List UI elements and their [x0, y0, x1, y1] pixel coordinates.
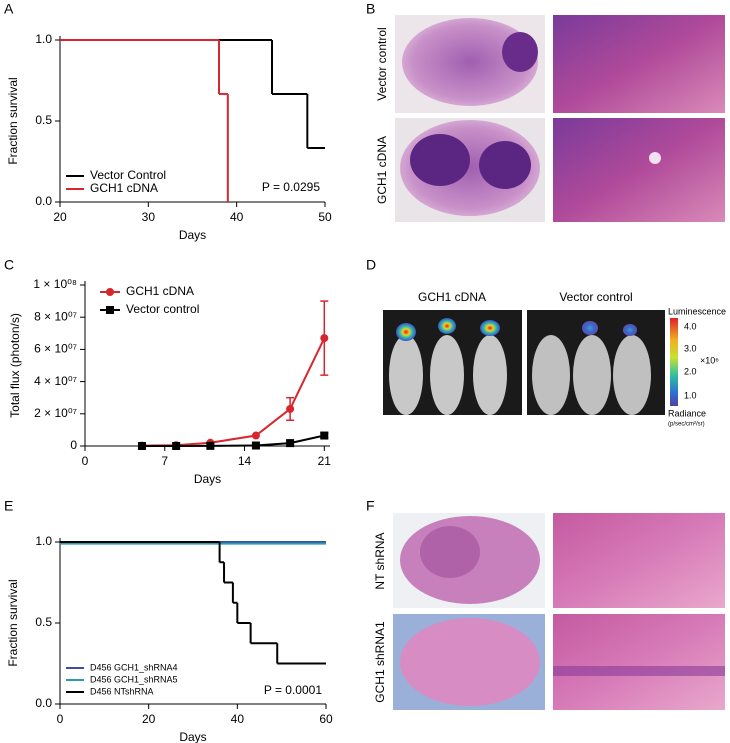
point: [172, 442, 181, 450]
y-tick-label: 0.0: [35, 194, 52, 208]
series-line: [141, 434, 325, 447]
point: [320, 334, 329, 343]
panel-label: A: [4, 1, 14, 17]
point: [251, 441, 260, 450]
panel-label: F: [366, 498, 375, 514]
point: [320, 431, 329, 440]
point: [286, 404, 295, 413]
panel-b-images: [395, 15, 725, 222]
row-label: GCH1 cDNA: [375, 136, 389, 204]
panel-d-images: [383, 310, 678, 415]
legend-label: Vector Control: [90, 168, 166, 182]
y-axis-label: Fraction survival: [6, 579, 20, 666]
colorbar-units: (p/sec/cm²/sr): [668, 422, 705, 428]
colorbar-tick: 4.0: [684, 321, 697, 331]
colorbar-tick: 2.0: [684, 366, 697, 376]
x-tick-label: 21: [318, 454, 332, 468]
y-tick-label: 0.5: [35, 615, 52, 629]
y-tick-label: 8 × 10⁰⁷: [34, 309, 77, 323]
x-tick-label: 20: [53, 210, 67, 224]
y-tick-label: 1.0: [35, 534, 52, 548]
x-tick-label: 20: [142, 712, 156, 726]
series-line: [141, 337, 326, 447]
x-tick-label: 7: [161, 454, 168, 468]
legend-label: D456 NTshRNA: [90, 686, 154, 696]
y-tick-label: 6 × 10⁰⁷: [34, 342, 77, 356]
panel-label: C: [4, 257, 14, 273]
legend-label: GCH1 cDNA: [90, 181, 158, 195]
row-label: Vector control: [375, 27, 389, 100]
x-tick-label: 14: [238, 454, 252, 468]
x-tick-label: 60: [319, 712, 333, 726]
x-tick-label: 50: [318, 210, 332, 224]
point: [137, 442, 146, 450]
legend-label: D456 GCH1_shRNA4: [90, 662, 178, 672]
x-tick-label: 0: [82, 454, 89, 468]
y-tick-label: 0.0: [35, 696, 52, 710]
y-tick-label: 1 × 10⁰⁸: [33, 277, 77, 291]
annotation: P = 0.0001: [264, 683, 322, 697]
annotation: P = 0.0295: [262, 180, 320, 194]
x-axis-label: Days: [194, 472, 221, 486]
colorbar-label: Radiance: [668, 408, 706, 418]
point: [251, 431, 260, 440]
colorbar-tick: 3.0: [684, 343, 697, 353]
x-axis-label: Days: [179, 228, 206, 242]
x-tick-label: 30: [142, 210, 156, 224]
group-label: Vector control: [559, 290, 632, 304]
legend-label: D456 GCH1_shRNA5: [90, 674, 178, 684]
y-axis-label: Fraction survival: [6, 77, 20, 164]
row-label: NT shRNA: [373, 532, 387, 589]
y-tick-label: 0: [70, 438, 77, 452]
panel-label: D: [366, 257, 376, 273]
panel-label: E: [4, 498, 13, 514]
panel-label: B: [366, 1, 375, 17]
x-tick-label: 40: [231, 712, 245, 726]
x-axis-label: Days: [179, 730, 206, 743]
x-tick-label: 40: [230, 210, 244, 224]
panel-f-images: [393, 513, 725, 710]
y-tick-label: 1.0: [35, 32, 52, 46]
y-axis-label: Total flux (photon/s): [8, 313, 22, 418]
legend-label: GCH1 cDNA: [126, 284, 194, 298]
y-tick-label: 0.5: [35, 113, 52, 127]
row-label: GCH1 shRNA1: [373, 621, 387, 703]
group-label: GCH1 cDNA: [418, 290, 486, 304]
colorbar-tick: 1.0: [684, 390, 697, 400]
legend-marker: [106, 288, 114, 296]
y-tick-label: 4 × 10⁰⁷: [34, 374, 77, 388]
point: [286, 439, 295, 448]
y-tick-label: 2 × 10⁰⁷: [34, 406, 77, 420]
colorbar-title: Luminescence: [668, 306, 726, 316]
legend-label: Vector control: [126, 302, 199, 316]
point: [206, 441, 215, 450]
colorbar-unit: ×10⁶: [700, 355, 719, 365]
x-tick-label: 0: [57, 712, 64, 726]
legend-marker: [106, 306, 114, 314]
